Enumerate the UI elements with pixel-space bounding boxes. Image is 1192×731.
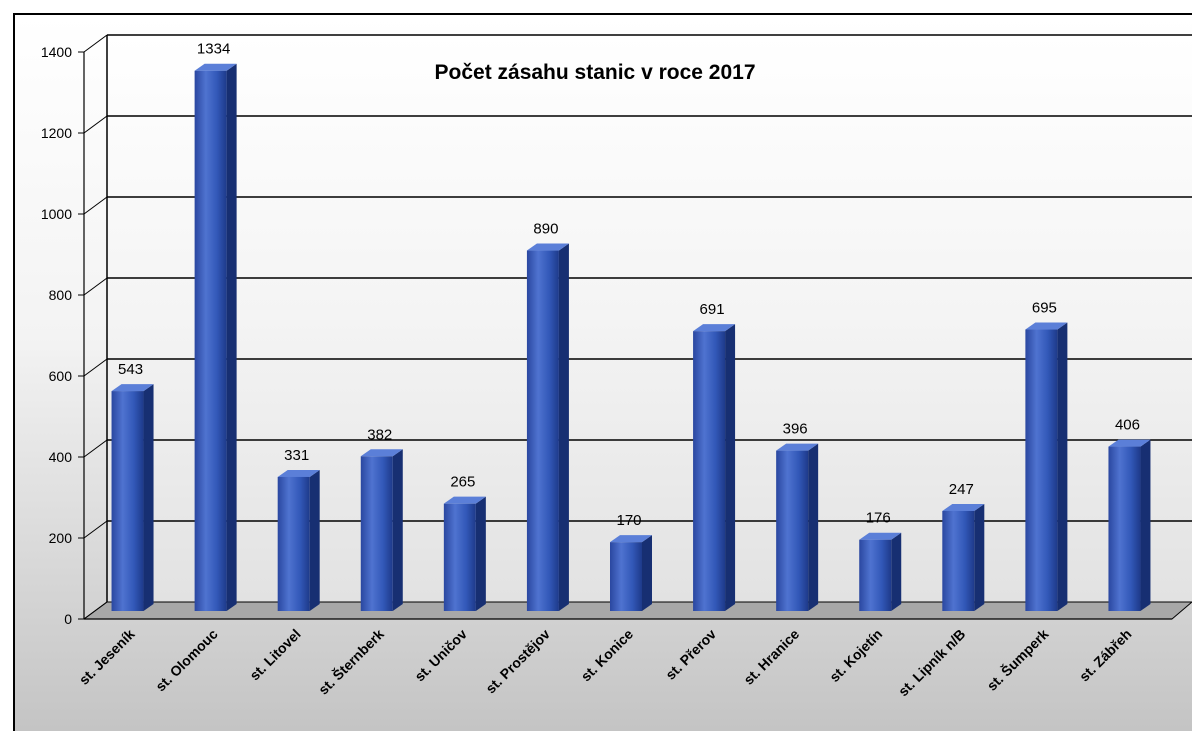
x-tick-label: st. Zábřeh bbox=[1076, 626, 1135, 685]
x-tick-label: st. Litovel bbox=[246, 626, 304, 684]
bar-front bbox=[526, 250, 559, 612]
bar-front bbox=[942, 510, 975, 611]
bar bbox=[1108, 439, 1151, 611]
bar-top bbox=[610, 535, 652, 543]
bar-side bbox=[808, 443, 819, 611]
bar-front bbox=[360, 456, 393, 611]
gridline-side bbox=[83, 34, 108, 53]
bar bbox=[776, 443, 819, 611]
data-label: 265 bbox=[450, 474, 475, 491]
bar-front bbox=[277, 476, 310, 611]
bar-top bbox=[1108, 439, 1151, 447]
data-label: 691 bbox=[700, 301, 725, 318]
bar-front bbox=[443, 503, 476, 611]
data-label: 176 bbox=[866, 510, 891, 527]
bar-front bbox=[693, 331, 726, 611]
gridline-side bbox=[83, 439, 108, 458]
chart-title: Počet zásahu stanic v roce 2017 bbox=[435, 61, 756, 84]
x-tick-label: st. Uničov bbox=[411, 626, 470, 685]
bar-front bbox=[1108, 446, 1141, 611]
bar bbox=[443, 496, 486, 611]
y-tick-label: 200 bbox=[49, 530, 73, 546]
bar-front bbox=[194, 70, 227, 612]
gridline-side bbox=[83, 115, 108, 134]
bar-top bbox=[111, 384, 154, 392]
x-tick-label: st. Olomouc bbox=[152, 626, 221, 695]
bar-side bbox=[725, 324, 736, 611]
bar-side bbox=[558, 243, 569, 612]
bar bbox=[194, 63, 237, 612]
bar-top bbox=[776, 443, 819, 451]
data-label: 170 bbox=[616, 512, 641, 529]
y-tick-label: 0 bbox=[64, 611, 72, 627]
y-tick-label: 400 bbox=[49, 449, 73, 465]
bar-front bbox=[1025, 329, 1058, 611]
gridline-side bbox=[83, 277, 108, 296]
bar-side bbox=[392, 449, 403, 611]
data-label: 247 bbox=[949, 481, 974, 498]
y-tick-label: 1200 bbox=[41, 125, 72, 141]
x-tick-label: st. Lipník n/B bbox=[895, 626, 968, 699]
bar-side bbox=[309, 469, 320, 611]
data-label: 695 bbox=[1032, 300, 1057, 317]
bar-front bbox=[111, 391, 144, 611]
bar bbox=[277, 469, 320, 611]
data-label: 382 bbox=[367, 426, 392, 443]
x-tick-label: st. Přerov bbox=[662, 626, 719, 683]
bar-top bbox=[1025, 322, 1068, 330]
x-tick-label: st. Konice bbox=[577, 626, 636, 685]
bar-side bbox=[475, 496, 486, 611]
bar bbox=[693, 324, 736, 611]
gridline-side bbox=[83, 601, 108, 620]
bar bbox=[1025, 322, 1068, 611]
bar-top bbox=[277, 469, 320, 477]
gridline-side bbox=[83, 358, 108, 377]
gridline-side bbox=[83, 520, 108, 539]
gridline-side bbox=[83, 196, 108, 215]
y-tick-label: 800 bbox=[49, 287, 73, 303]
x-tick-label: st. Jeseník bbox=[76, 626, 138, 688]
bar-side bbox=[226, 63, 237, 612]
data-label: 1334 bbox=[197, 41, 230, 58]
bar-side bbox=[1140, 439, 1151, 611]
bar-side bbox=[891, 532, 902, 611]
bar-top bbox=[360, 449, 403, 457]
bar bbox=[111, 384, 154, 611]
data-label: 406 bbox=[1115, 417, 1140, 434]
y-tick-label: 600 bbox=[49, 368, 73, 384]
y-tick-label: 1400 bbox=[41, 44, 72, 60]
bar-top bbox=[526, 243, 569, 251]
y-tick-label: 1000 bbox=[41, 206, 72, 222]
bar bbox=[526, 243, 569, 612]
bar-top bbox=[443, 496, 486, 504]
x-tick-label: st. Šumperk bbox=[983, 625, 1052, 694]
x-tick-label: st. Prostějov bbox=[482, 626, 553, 697]
bar-front bbox=[859, 539, 892, 611]
x-tick-label: st. Kojetín bbox=[826, 626, 885, 685]
bar-side bbox=[143, 384, 154, 611]
bar-side bbox=[642, 535, 652, 611]
bar-front bbox=[776, 450, 809, 611]
bar-side bbox=[974, 503, 985, 611]
x-tick-label: st. Hranice bbox=[740, 626, 802, 688]
data-label: 331 bbox=[284, 447, 309, 464]
bar bbox=[859, 532, 902, 611]
bar-top bbox=[942, 503, 985, 511]
data-label: 396 bbox=[783, 421, 808, 438]
bar-top bbox=[693, 324, 736, 332]
bar-top bbox=[859, 532, 902, 540]
bar-top bbox=[194, 63, 237, 71]
data-label: 543 bbox=[118, 361, 143, 378]
bar bbox=[610, 535, 652, 611]
bar bbox=[360, 449, 403, 611]
x-tick-label: st. Šternberk bbox=[314, 625, 387, 698]
bar-side bbox=[1057, 322, 1068, 611]
bar-front bbox=[610, 542, 642, 611]
data-label: 890 bbox=[533, 221, 558, 238]
bar bbox=[942, 503, 985, 611]
